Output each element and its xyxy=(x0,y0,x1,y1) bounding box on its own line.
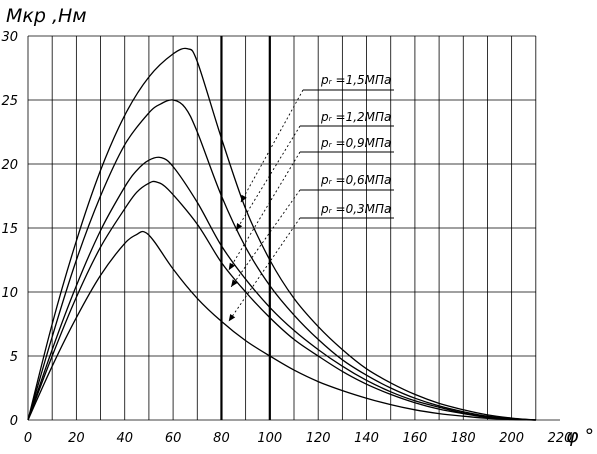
curve-label-2: pᵣ =1,2МПа xyxy=(320,110,391,124)
y-tick-label: 5 xyxy=(10,350,18,365)
curve-labels: pᵣ =1,5МПа pᵣ =1,2МПа pᵣ =0,9МПа pᵣ =0,6МПа… xyxy=(300,73,394,219)
x-tick-label: 200 xyxy=(499,431,524,446)
grid xyxy=(27,35,560,421)
curve-label-5: pᵣ =0,3МПа xyxy=(320,202,391,216)
x-axis-title: φ ° xyxy=(566,425,594,447)
leader-line-5 xyxy=(228,217,301,322)
curve-series-5 xyxy=(27,230,536,421)
tick-labels: 0 20 40 60 80 100 120 140 160 180 200 220 0 5 10 15 20 25… xyxy=(1,30,572,446)
curve-series-4 xyxy=(27,180,536,421)
y-tick-label: 25 xyxy=(1,94,18,109)
y-tick-label: 30 xyxy=(1,30,18,45)
x-tick-label: 40 xyxy=(116,431,133,446)
x-tick-label: 100 xyxy=(257,431,282,446)
x-tick-label: 220 xyxy=(548,431,573,446)
leader-line-4 xyxy=(230,189,301,288)
leader-arrow-2 xyxy=(236,223,243,231)
leader-line-1 xyxy=(240,89,304,203)
y-tick-label: 20 xyxy=(1,158,18,173)
x-tick-label: 60 xyxy=(165,431,182,446)
curve-label-4: pᵣ =0,6МПа xyxy=(320,173,391,187)
leader-arrow-5 xyxy=(228,314,236,322)
label-leaders xyxy=(228,89,304,322)
curve-series-3 xyxy=(27,156,536,421)
x-tick-label: 160 xyxy=(402,431,427,446)
leader-arrow-4 xyxy=(231,279,238,287)
curve-label-1: pᵣ =1,5МПа xyxy=(320,73,391,87)
curve-series-2 xyxy=(27,99,536,421)
leader-arrow-3 xyxy=(228,262,235,271)
x-tick-label: 20 xyxy=(68,431,85,446)
x-tick-label: 120 xyxy=(306,431,331,446)
y-tick-label: 10 xyxy=(1,286,18,301)
leader-arrow-1 xyxy=(240,194,247,203)
x-tick-label: 80 xyxy=(213,431,230,446)
curve-series-1 xyxy=(27,47,536,421)
curve-label-3: pᵣ =0,9МПа xyxy=(320,136,391,150)
y-axis-title: Mкр ,Нм xyxy=(6,5,87,27)
x-tick-label: 140 xyxy=(354,431,379,446)
series-curves xyxy=(27,47,536,421)
x-tick-label: 0 xyxy=(24,431,32,446)
y-tick-label: 0 xyxy=(10,414,18,429)
x-tick-label: 180 xyxy=(451,431,476,446)
leader-line-3 xyxy=(228,151,301,271)
y-tick-label: 15 xyxy=(1,222,18,237)
